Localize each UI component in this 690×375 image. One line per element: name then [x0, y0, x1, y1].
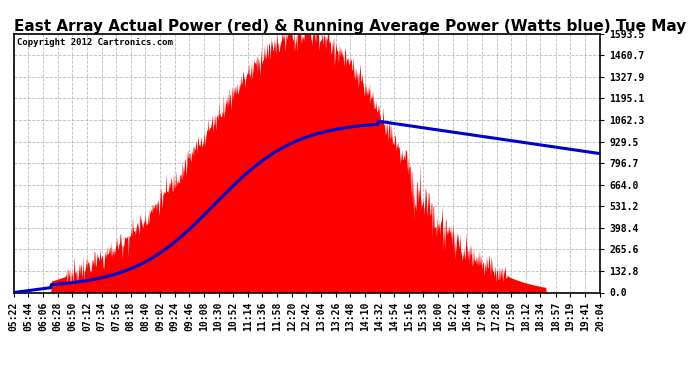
Text: Copyright 2012 Cartronics.com: Copyright 2012 Cartronics.com: [17, 38, 172, 46]
Text: East Array Actual Power (red) & Running Average Power (Watts blue) Tue May 22 20: East Array Actual Power (red) & Running …: [14, 19, 690, 34]
